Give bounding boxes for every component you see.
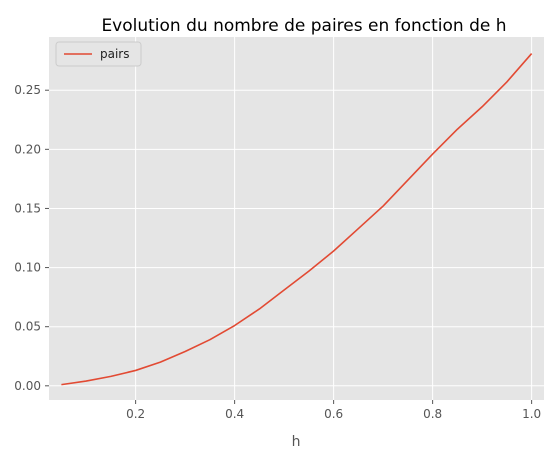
series-line-pairs xyxy=(61,53,533,386)
x-tick-label: 0.6 xyxy=(324,407,343,421)
legend-label-pairs: pairs xyxy=(100,47,130,61)
x-axis-label: h xyxy=(292,434,301,450)
y-tick-label: 0.00 xyxy=(14,379,41,393)
y-axis-ticks: 0.00 0.05 0.10 0.15 0.20 0.25 xyxy=(14,83,49,393)
y-tick-label: 0.10 xyxy=(14,261,41,275)
grid-lines xyxy=(49,37,544,400)
chart-title: Evolution du nombre de paires en fonctio… xyxy=(101,16,506,36)
plot-area xyxy=(49,37,544,400)
series-layer xyxy=(61,53,533,386)
y-tick-label: 0.20 xyxy=(14,142,41,156)
x-tick-label: 0.4 xyxy=(225,407,244,421)
x-tick-label: 1.0 xyxy=(522,407,541,421)
legend: pairs xyxy=(55,41,142,67)
x-tick-label: 0.2 xyxy=(126,407,145,421)
x-axis-ticks: 0.2 0.4 0.6 0.8 1.0 xyxy=(126,400,541,421)
y-tick-label: 0.15 xyxy=(14,201,41,215)
y-tick-label: 0.25 xyxy=(14,83,41,97)
x-tick-label: 0.8 xyxy=(423,407,442,421)
y-tick-label: 0.05 xyxy=(14,320,41,334)
legend-box xyxy=(55,41,142,67)
